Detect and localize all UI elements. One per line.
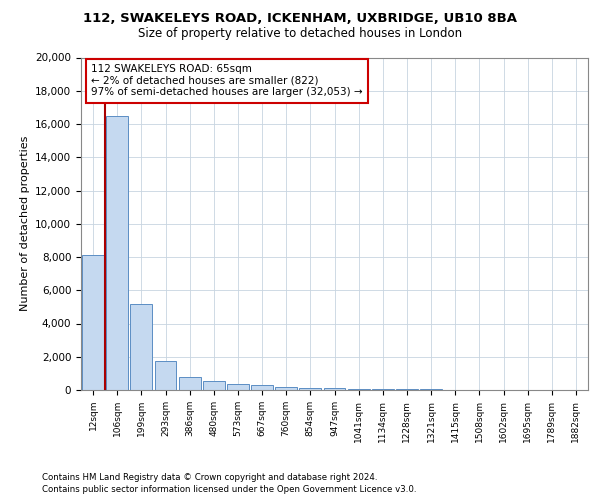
Text: 112, SWAKELEYS ROAD, ICKENHAM, UXBRIDGE, UB10 8BA: 112, SWAKELEYS ROAD, ICKENHAM, UXBRIDGE,… [83, 12, 517, 26]
Bar [203, 381, 224, 390]
Bar [323, 388, 346, 390]
Bar [130, 304, 152, 390]
Bar [179, 376, 200, 390]
Bar [155, 361, 176, 390]
Bar [372, 389, 394, 390]
Text: Contains public sector information licensed under the Open Government Licence v3: Contains public sector information licen… [42, 485, 416, 494]
Text: Contains HM Land Registry data © Crown copyright and database right 2024.: Contains HM Land Registry data © Crown c… [42, 472, 377, 482]
Bar [299, 388, 321, 390]
Y-axis label: Number of detached properties: Number of detached properties [20, 136, 29, 312]
Bar [82, 256, 104, 390]
Bar [106, 116, 128, 390]
Bar [251, 386, 273, 390]
Bar [227, 384, 249, 390]
Text: 112 SWAKELEYS ROAD: 65sqm
← 2% of detached houses are smaller (822)
97% of semi-: 112 SWAKELEYS ROAD: 65sqm ← 2% of detach… [91, 64, 363, 98]
Bar [275, 387, 297, 390]
Bar [348, 388, 370, 390]
Text: Size of property relative to detached houses in London: Size of property relative to detached ho… [138, 28, 462, 40]
Bar [396, 389, 418, 390]
